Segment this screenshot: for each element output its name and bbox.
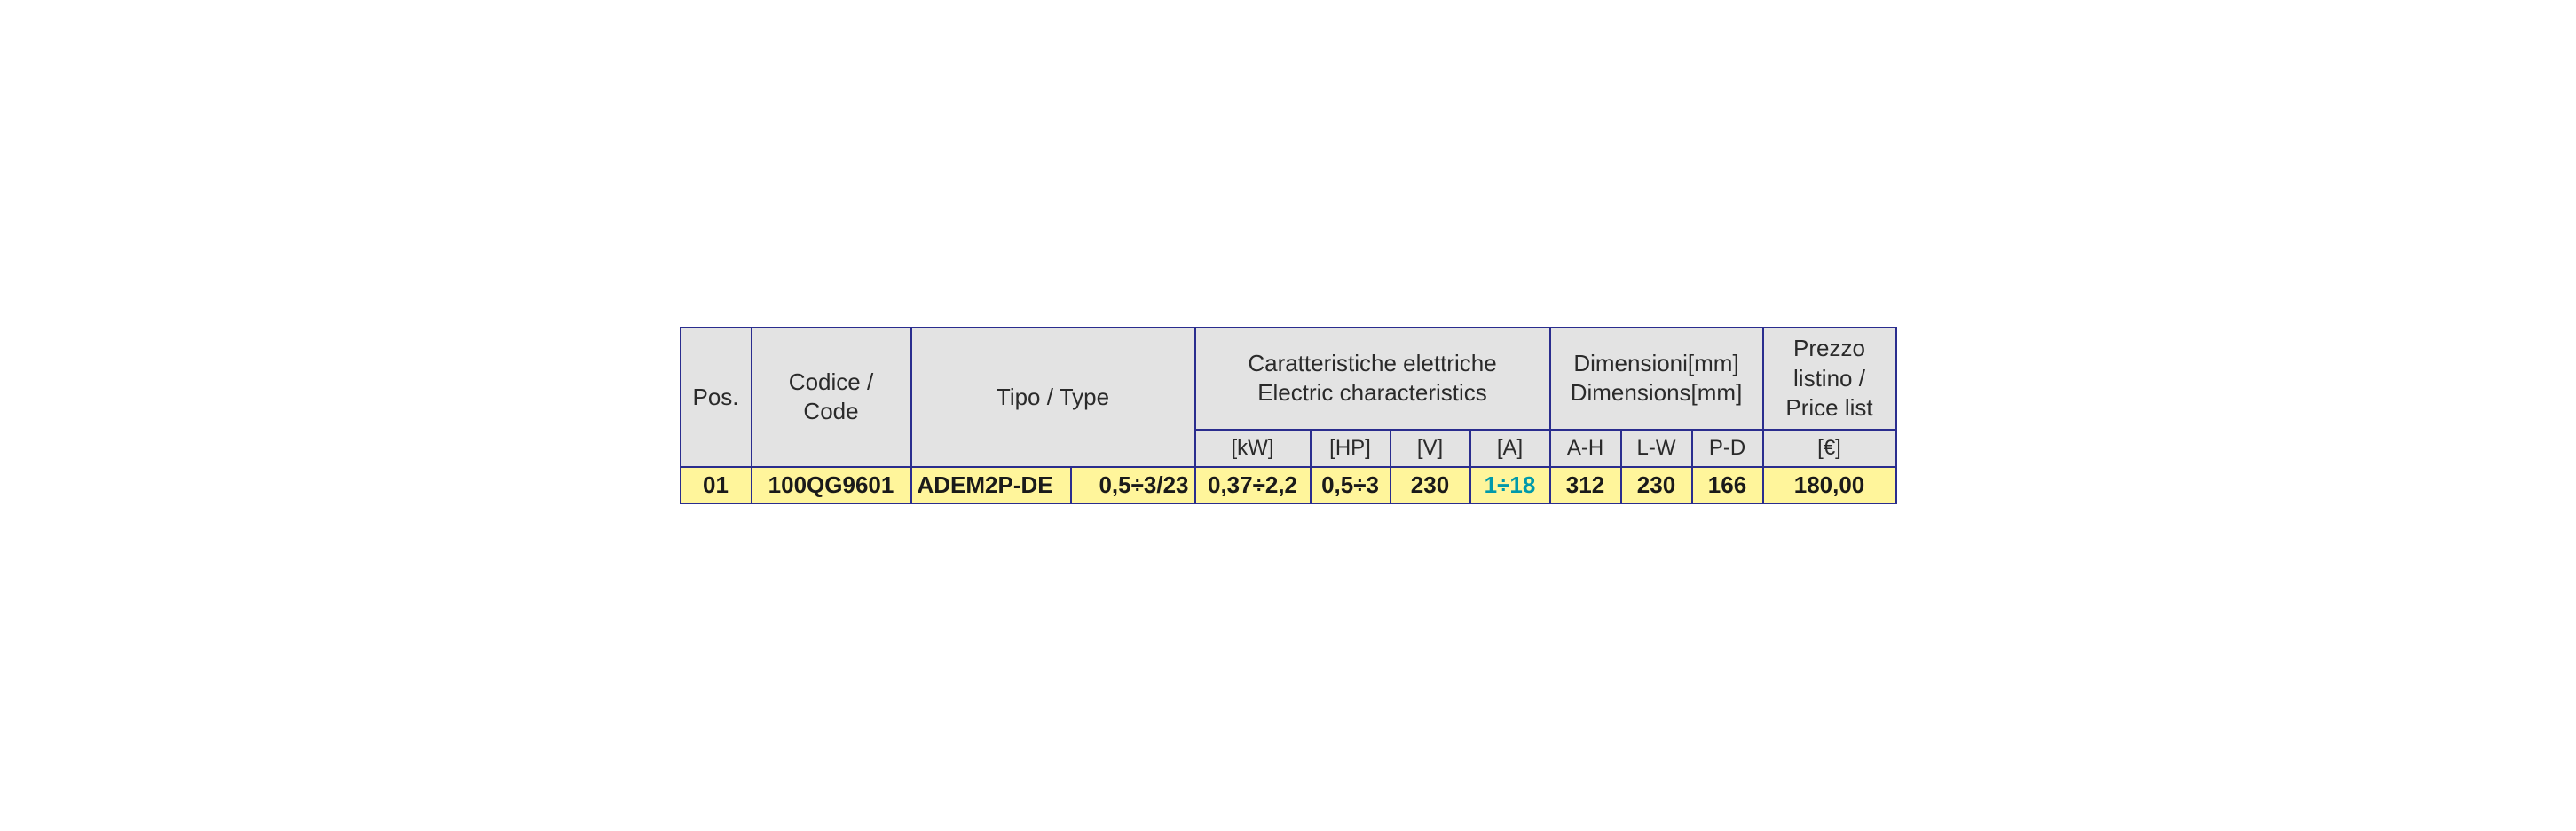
header-pos: Pos. [681,328,752,467]
header-price-line1: Prezzo [1793,335,1865,361]
cell-lw: 230 [1621,467,1692,503]
header-lw: L-W [1621,430,1692,467]
cell-code: 100QG9601 [752,467,911,503]
header-electric-line2: Electric characteristics [1257,379,1487,406]
header-dimensions: Dimensioni[mm] Dimensions[mm] [1550,328,1763,430]
header-price: Prezzo listino / Price list [1763,328,1896,430]
cell-hp: 0,5÷3 [1311,467,1390,503]
cell-pos: 01 [681,467,752,503]
cell-ah: 312 [1550,467,1621,503]
header-ah: A-H [1550,430,1621,467]
cell-price: 180,00 [1763,467,1896,503]
header-electric-line1: Caratteristiche elettriche [1248,350,1496,376]
header-price-line2: listino / [1793,365,1865,392]
header-type: Tipo / Type [911,328,1195,467]
header-kw: [kW] [1195,430,1311,467]
header-v: [V] [1390,430,1470,467]
cell-v: 230 [1390,467,1470,503]
cell-a: 1÷18 [1470,467,1550,503]
header-code: Codice / Code [752,328,911,467]
header-code-line2: Code [803,398,858,424]
header-pd: P-D [1692,430,1763,467]
header-price-line3: Price list [1785,394,1872,421]
header-a: [A] [1470,430,1550,467]
product-table-wrapper: Pos. Codice / Code Tipo / Type Caratteri… [680,327,1897,504]
cell-type-a: ADEM2P-DE [911,467,1071,503]
product-table: Pos. Codice / Code Tipo / Type Caratteri… [680,327,1897,504]
header-euro: [€] [1763,430,1896,467]
header-electric: Caratteristiche elettriche Electric char… [1195,328,1550,430]
header-hp: [HP] [1311,430,1390,467]
header-dim-line2: Dimensions[mm] [1571,379,1743,406]
table-row: 01 100QG9601 ADEM2P-DE 0,5÷3/23 0,37÷2,2… [681,467,1896,503]
cell-pd: 166 [1692,467,1763,503]
cell-type-b: 0,5÷3/23 [1071,467,1195,503]
header-dim-line1: Dimensioni[mm] [1573,350,1738,376]
header-row-1: Pos. Codice / Code Tipo / Type Caratteri… [681,328,1896,430]
cell-kw: 0,37÷2,2 [1195,467,1311,503]
header-code-line1: Codice / [789,368,873,395]
